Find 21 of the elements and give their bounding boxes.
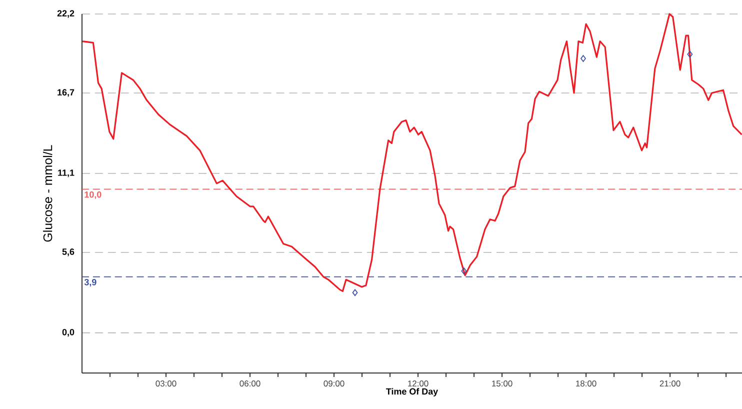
x-tick-label: 12:00 [408, 380, 428, 386]
point [687, 50, 693, 58]
line-series [82, 13, 742, 292]
x-tick-label: 06:00 [240, 380, 260, 386]
x-tick-label: 21:00 [660, 380, 680, 386]
point [461, 268, 467, 274]
y-tick-label: 16,7 [58, 89, 74, 97]
point [580, 55, 586, 62]
ref-line-label: 10,0 [84, 191, 102, 200]
x-tick-label: 09:00 [324, 380, 344, 386]
ref-line-label: 3,9 [84, 278, 96, 287]
x-tick-label: 03:00 [156, 380, 176, 386]
y-tick-label: 5,6 [62, 248, 74, 256]
x-tick-label: 18:00 [576, 380, 596, 386]
y-tick-label: 22,2 [57, 10, 74, 18]
y-tick-label: 11,1 [58, 170, 74, 178]
point [352, 289, 358, 296]
x-axis-title: Time Of Day [386, 388, 438, 396]
y-axis-title: Glucose - mmol/L [43, 145, 52, 242]
y-tick-label: 0,0 [62, 328, 74, 337]
x-tick-label: 15:00 [492, 380, 512, 386]
